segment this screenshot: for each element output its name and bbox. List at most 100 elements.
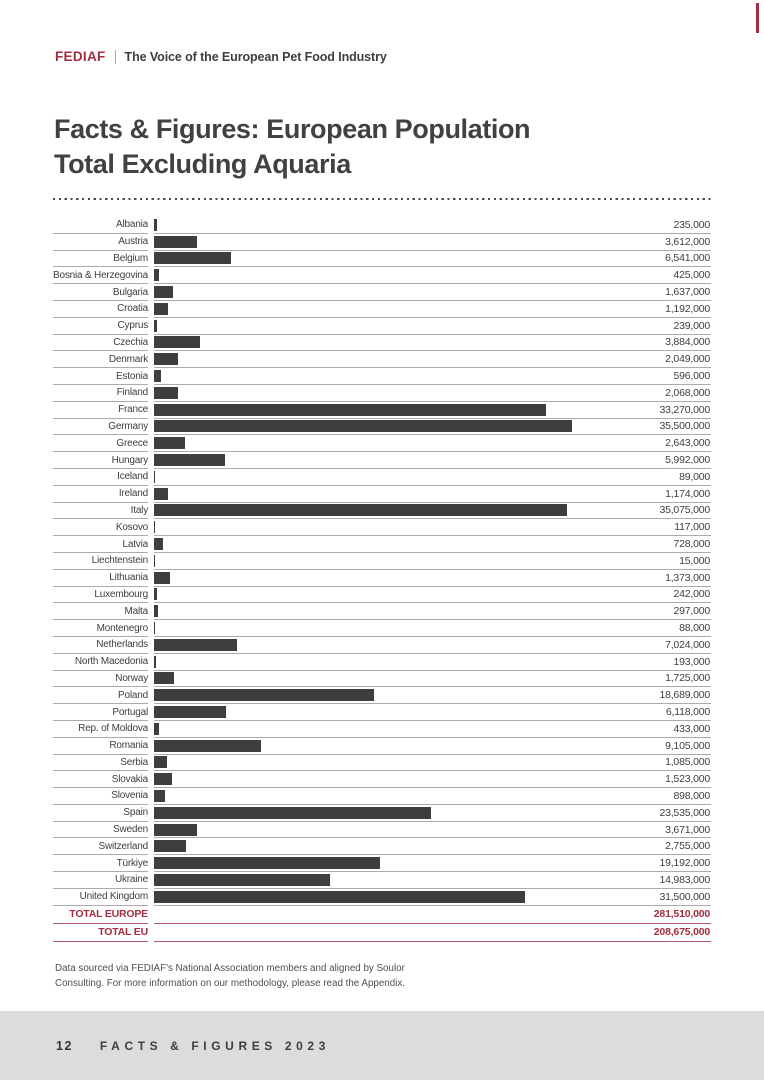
country-plot: 1,637,000 <box>154 284 711 301</box>
chart-row: Czechia 3,884,000 <box>53 335 711 352</box>
country-label: Slovenia <box>53 788 148 805</box>
population-bar <box>154 689 375 702</box>
population-bar <box>154 319 157 332</box>
country-value: 425,000 <box>673 269 710 282</box>
country-label: Bosnia & Herzegovina <box>53 267 148 285</box>
country-value: 88,000 <box>679 622 710 635</box>
chart-row: United Kingdom 31,500,000 <box>53 889 711 906</box>
population-bar <box>154 269 159 282</box>
total-eu-value: 208,675,000 <box>653 926 710 939</box>
population-bar <box>154 504 567 517</box>
country-plot: 3,884,000 <box>154 335 711 352</box>
chart-row: Belgium 6,541,000 <box>53 251 711 268</box>
country-plot: 9,105,000 <box>154 738 711 755</box>
country-value: 1,373,000 <box>665 571 710 584</box>
country-plot: 31,500,000 <box>154 889 711 906</box>
population-bar <box>154 353 179 366</box>
country-value: 19,192,000 <box>659 857 710 870</box>
country-label: Spain <box>53 805 148 822</box>
country-label: Iceland <box>53 469 148 486</box>
country-plot: 2,643,000 <box>154 435 711 453</box>
country-value: 33,270,000 <box>659 403 710 416</box>
population-bar <box>154 588 157 601</box>
country-value: 242,000 <box>673 588 710 601</box>
population-bar <box>154 302 168 315</box>
total-europe-label: TOTAL EUROPE <box>53 906 148 924</box>
country-label: Belgium <box>53 251 148 268</box>
country-label: Bulgaria <box>53 284 148 301</box>
country-label: Serbia <box>53 755 148 772</box>
population-bar <box>154 386 179 399</box>
country-value: 2,049,000 <box>665 353 710 366</box>
country-value: 1,174,000 <box>665 487 710 500</box>
country-value: 898,000 <box>673 789 710 802</box>
country-label: Slovakia <box>53 771 148 789</box>
page-footer: 12 FACTS & FIGURES 2023 <box>0 1011 764 1080</box>
fediaf-logo: FEDIAF <box>55 49 106 64</box>
country-label: Liechtenstein <box>53 553 148 570</box>
chart-row: Slovenia 898,000 <box>53 788 711 805</box>
country-plot: 1,725,000 <box>154 671 711 688</box>
country-label: Germany <box>53 419 148 436</box>
country-value: 1,192,000 <box>665 302 710 315</box>
country-plot: 19,192,000 <box>154 855 711 873</box>
country-plot: 3,671,000 <box>154 822 711 839</box>
chart-row: Ukraine 14,983,000 <box>53 872 711 889</box>
country-plot: 728,000 <box>154 536 711 553</box>
country-plot: 3,612,000 <box>154 234 711 251</box>
country-plot: 1,085,000 <box>154 755 711 772</box>
country-value: 2,068,000 <box>665 386 710 399</box>
country-plot: 1,192,000 <box>154 301 711 318</box>
chart-row: Portugal 6,118,000 <box>53 704 711 721</box>
country-label: Switzerland <box>53 838 148 856</box>
country-label: Luxembourg <box>53 587 148 604</box>
page-title-line1: Facts & Figures: European Population <box>54 114 531 144</box>
country-label: Netherlands <box>53 637 148 654</box>
chart-row: Bulgaria 1,637,000 <box>53 284 711 301</box>
population-bar <box>154 420 572 433</box>
chart-row: Liechtenstein 15,000 <box>53 553 711 570</box>
chart-row: Cyprus 239,000 <box>53 318 711 335</box>
chart-row: Greece 2,643,000 <box>53 435 711 453</box>
chart-row: France 33,270,000 <box>53 402 711 419</box>
footnote: Data sourced via FEDIAF's National Assoc… <box>55 962 405 991</box>
country-plot: 117,000 <box>154 519 711 537</box>
population-bar <box>154 789 165 802</box>
chart-row: Switzerland 2,755,000 <box>53 838 711 856</box>
population-bar <box>154 235 197 248</box>
population-bar <box>154 437 186 450</box>
country-plot: 7,024,000 <box>154 637 711 654</box>
country-value: 1,637,000 <box>665 286 710 299</box>
population-bar <box>154 773 172 786</box>
chart-row: Slovakia 1,523,000 <box>53 771 711 789</box>
population-bar <box>154 873 331 886</box>
population-bar <box>154 655 157 668</box>
country-label: Finland <box>53 385 148 402</box>
country-label: Croatia <box>53 301 148 318</box>
country-label: Romania <box>53 738 148 755</box>
country-value: 89,000 <box>679 470 710 483</box>
population-bar <box>154 823 198 836</box>
country-label: Ireland <box>53 486 148 503</box>
country-value: 23,535,000 <box>659 806 710 819</box>
country-value: 1,725,000 <box>665 672 710 685</box>
country-plot: 5,992,000 <box>154 452 711 469</box>
country-label: Austria <box>53 234 148 251</box>
chart-row: Türkiye 19,192,000 <box>53 855 711 873</box>
country-value: 596,000 <box>673 370 710 383</box>
population-bar <box>154 521 156 534</box>
population-bar <box>154 538 163 551</box>
chart-row: Kosovo 117,000 <box>53 519 711 537</box>
population-bar <box>154 336 200 349</box>
population-bar <box>154 571 171 584</box>
chart-row: Estonia 596,000 <box>53 368 711 385</box>
country-value: 9,105,000 <box>665 739 710 752</box>
population-bar-chart: Albania 235,000 Austria 3,612,000 Belgiu… <box>53 217 711 942</box>
chart-row: Bosnia & Herzegovina 425,000 <box>53 267 711 285</box>
country-value: 3,671,000 <box>665 823 710 836</box>
footer-title: FACTS & FIGURES 2023 <box>99 1038 330 1053</box>
chart-row: Croatia 1,192,000 <box>53 301 711 318</box>
country-label: Czechia <box>53 335 148 352</box>
chart-row: Iceland 89,000 <box>53 469 711 486</box>
chart-row: Albania 235,000 <box>53 217 711 234</box>
